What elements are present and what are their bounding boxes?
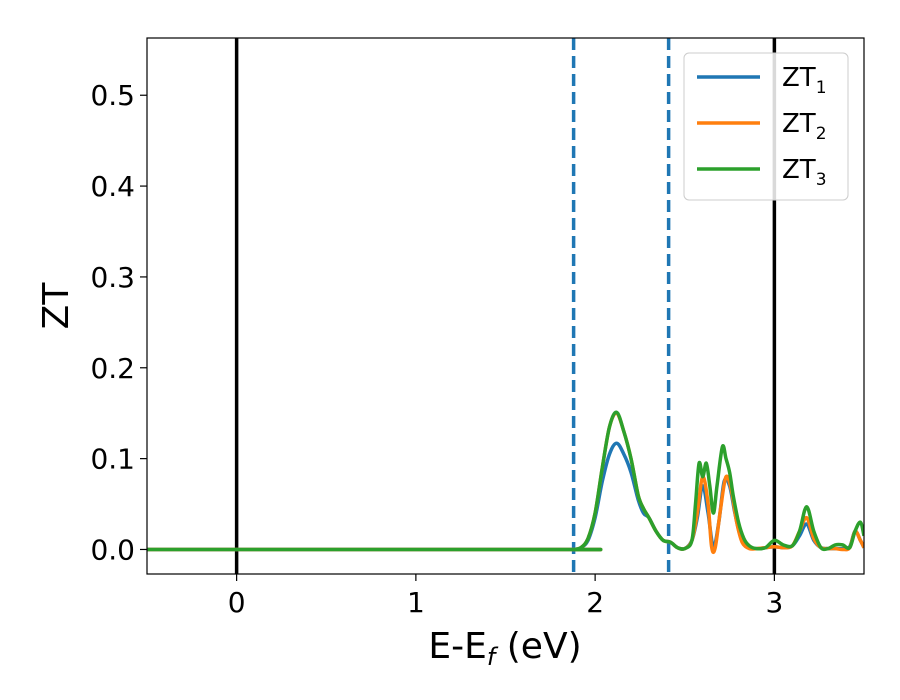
y-tick-label: 0.0 — [90, 533, 135, 566]
y-tick-label: 0.4 — [90, 170, 135, 203]
series-line-zt2 — [147, 411, 864, 555]
series-layer — [147, 410, 864, 555]
x-tick-label: 0 — [228, 586, 246, 619]
x-tick-label: 2 — [586, 586, 604, 619]
legend: ZT1 ZT2 ZT3 — [683, 52, 849, 201]
x-tick-label: 1 — [407, 586, 425, 619]
x-axis-label: E-Ef (eV) — [428, 626, 581, 671]
legend-label-zt3: ZT3 — [782, 155, 827, 190]
series-line-zt3 — [147, 410, 864, 552]
series-line-zt1 — [147, 441, 864, 552]
legend-label-zt1: ZT1 — [782, 63, 827, 98]
x-axis: 0 1 2 3 — [228, 574, 783, 619]
legend-box — [683, 52, 849, 201]
plot-frame — [146, 37, 865, 575]
legend-label-zt2: ZT2 — [782, 109, 827, 144]
y-tick-label: 0.2 — [90, 352, 135, 385]
x-tick-label: 3 — [765, 586, 783, 619]
y-tick-label: 0.1 — [90, 443, 135, 476]
y-axis: 0.0 0.1 0.2 0.3 0.4 0.5 — [90, 79, 147, 566]
y-tick-label: 0.5 — [90, 79, 135, 112]
y-tick-label: 0.3 — [90, 261, 135, 294]
y-axis-label: ZT — [36, 282, 77, 330]
